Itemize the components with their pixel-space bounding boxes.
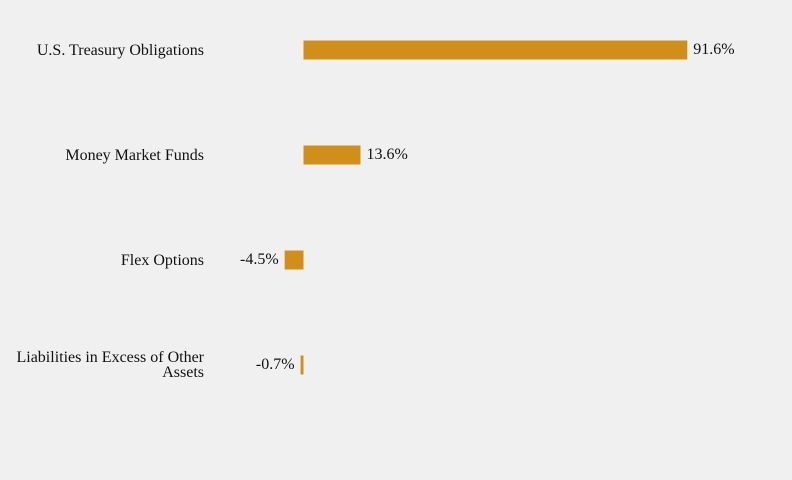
bar — [300, 355, 304, 375]
value-label: 91.6% — [693, 41, 735, 58]
category-label: Money Market Funds — [65, 146, 204, 164]
value-label: 13.6% — [366, 146, 408, 163]
bar — [303, 40, 688, 60]
value-label: -0.7% — [255, 356, 295, 373]
value-label: -4.5% — [239, 251, 279, 268]
bar — [284, 250, 304, 270]
category-label: U.S. Treasury Obligations — [36, 41, 204, 59]
category-label: Liabilities in Excess of Other Assets — [16, 349, 204, 381]
category-label: Flex Options — [120, 251, 204, 269]
bar — [303, 145, 361, 165]
